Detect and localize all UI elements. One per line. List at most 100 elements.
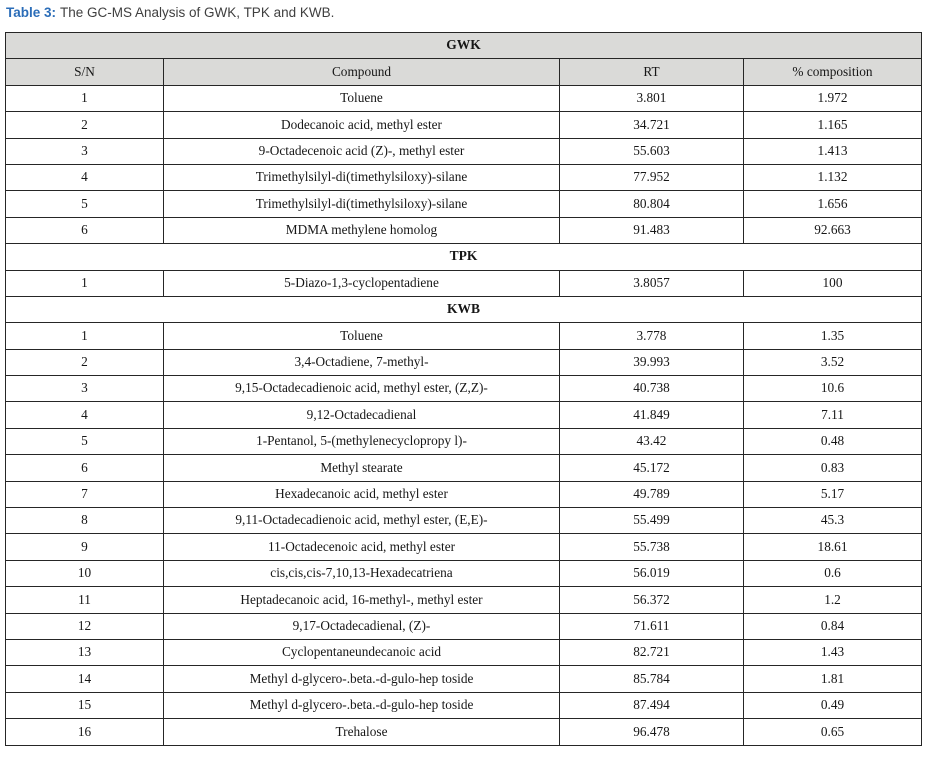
column-header: RT	[559, 58, 744, 86]
table-cell: 0.84	[742, 612, 923, 640]
table-cell: MDMA methylene homolog	[163, 216, 560, 245]
table-cell: 5-Diazo-1,3-cyclopentadiene	[163, 269, 560, 297]
table-cell: 1.656	[742, 190, 923, 218]
table-cell: 40.738	[559, 375, 744, 403]
table-cell: 14	[5, 665, 164, 693]
table-cell: 77.952	[559, 163, 744, 192]
table-row: 9 11-Octadecenoic acid, methyl ester 55.73…	[5, 533, 923, 561]
table-cell: 3.778	[559, 322, 744, 350]
table-cell: 0.48	[742, 427, 923, 456]
table-cell: 3.52	[742, 348, 923, 377]
table-cell: 9,15-Octadecadienoic acid, methyl ester,…	[163, 375, 560, 403]
table-cell: 49.789	[559, 480, 744, 509]
table-cell: Heptadecanoic acid, 16-methyl-, methyl e…	[163, 586, 560, 614]
table-cell: 1.43	[742, 638, 923, 667]
table-row: 6 Methyl stearate 45.172 0.83	[5, 454, 923, 482]
table-row: 1 Toluene 3.778 1.35	[5, 322, 923, 350]
table-cell: 55.603	[559, 137, 744, 165]
table-cell: Trimethylsilyl-di(timethylsiloxy)-silane	[163, 163, 560, 192]
table-cell: 45.172	[559, 454, 744, 482]
table-cell: 1.2	[742, 586, 923, 614]
column-header: S/N	[5, 58, 164, 86]
table-cell: Hexadecanoic acid, methyl ester	[163, 480, 560, 509]
table-cell: 43.42	[559, 427, 744, 456]
section-header-tpk: TPK	[4, 243, 923, 271]
table-cell: 3,4-Octadiene, 7-methyl-	[163, 348, 560, 377]
table-cell: 71.611	[559, 612, 744, 640]
table-cell: 3	[5, 137, 164, 165]
table-cell: Methyl d-glycero-.beta.-d-gulo-hep tosid…	[163, 691, 560, 720]
table-cell: 2	[5, 111, 164, 139]
table-row: 3 9-Octadecenoic acid (Z)-, methyl ester 5…	[5, 137, 923, 165]
table-cell: 8	[5, 507, 164, 535]
table-cell: 9-Octadecenoic acid (Z)-, methyl ester	[163, 137, 560, 165]
table-cell: 1.972	[742, 84, 923, 113]
table-row: 2 Dodecanoic acid, methyl ester 34.721 1.16…	[5, 111, 923, 139]
section-row-tpk: TPK	[4, 243, 923, 271]
table-cell: 9,12-Octadecadienal	[163, 401, 560, 429]
table-cell: 15	[5, 691, 164, 720]
table-row: 10 cis,cis,cis-7,10,13-Hexadecatriena 56.0…	[5, 559, 923, 588]
table-cell: 11-Octadecenoic acid, methyl ester	[163, 533, 560, 561]
table-cell: Trimethylsilyl-di(timethylsiloxy)-silane	[163, 190, 560, 218]
table-cell: 2	[5, 348, 164, 377]
table-cell: 91.483	[559, 216, 744, 245]
table-cell: 1	[5, 322, 164, 350]
column-header-row: S/N Compound RT% composition	[5, 58, 923, 86]
table-cell: cis,cis,cis-7,10,13-Hexadecatriena	[163, 559, 560, 588]
table-row: 8 9,11-Octadecadienoic acid, methyl ester…	[5, 507, 923, 535]
section-header-kwb: KWB	[4, 295, 923, 324]
table-cell: 16	[5, 718, 164, 746]
table-cell: 87.494	[559, 691, 744, 720]
gcms-analysis-table: GWK S/N Compound RT% composition 1 Toluene 3.8…	[4, 31, 923, 746]
table-cell: 1.132	[742, 163, 923, 192]
table-cell: 1.35	[742, 322, 923, 350]
section-row-kwb: KWB	[4, 295, 923, 324]
table-cell: Dodecanoic acid, methyl ester	[163, 111, 560, 139]
table-cell: 1.81	[742, 665, 923, 693]
table-row: 4 Trimethylsilyl-di(timethylsiloxy)-silan…	[5, 163, 923, 192]
table-row: 12 9,17-Octadecadienal, (Z)- 71.611 0.84	[5, 612, 923, 640]
column-header: % composition	[742, 58, 923, 86]
table-row: 3 9,15-Octadecadienoic acid, methyl ester…	[5, 375, 923, 403]
table-cell: Toluene	[163, 322, 560, 350]
table-cell: 3	[5, 375, 164, 403]
table-cell: Methyl stearate	[163, 454, 560, 482]
table-cell: 6	[5, 454, 164, 482]
table-cell: 80.804	[559, 190, 744, 218]
table-row: 2 3,4-Octadiene, 7-methyl- 39.993 3.52	[5, 348, 923, 377]
table-row: 14 Methyl d-glycero-.beta.-d-gulo-hep tos…	[5, 665, 923, 693]
table-cell: 34.721	[559, 111, 744, 139]
table-cell: Trehalose	[163, 718, 560, 746]
table-cell: 11	[5, 586, 164, 614]
table-row: 7 Hexadecanoic acid, methyl ester 49.789 5.…	[5, 480, 923, 509]
table-cell: 85.784	[559, 665, 744, 693]
table-cell: 1.165	[742, 111, 923, 139]
table-row: 1 5-Diazo-1,3-cyclopentadiene 3.8057 100	[5, 269, 923, 297]
table-cell: 3.8057	[559, 269, 744, 297]
table-cell: 12	[5, 612, 164, 640]
table-cell: 6	[5, 216, 164, 245]
table-cell: 0.83	[742, 454, 923, 482]
table-cell: 55.738	[559, 533, 744, 561]
table-cell: 92.663	[742, 216, 923, 245]
table-cell: 0.49	[742, 691, 923, 720]
column-header: Compound	[163, 58, 560, 86]
table-caption-text: The GC-MS Analysis of GWK, TPK and KWB.	[60, 5, 335, 20]
table-row: 15 Methyl d-glycero-.beta.-d-gulo-hep tos…	[5, 691, 923, 720]
table-cell: 5.17	[742, 480, 923, 509]
table-cell: 56.019	[559, 559, 744, 588]
table-cell: 100	[742, 269, 923, 297]
table-cell: 13	[5, 638, 164, 667]
table-row: 1 Toluene 3.801 1.972	[5, 84, 923, 113]
table-cell: 1	[5, 269, 164, 297]
table-cell: 1	[5, 84, 164, 113]
table-cell: 5	[5, 190, 164, 218]
table-cell: 0.6	[742, 559, 923, 588]
table-row: 16 Trehalose 96.478 0.65	[5, 718, 923, 746]
table-cell: 10.6	[742, 375, 923, 403]
table-cell: 7.11	[742, 401, 923, 429]
table-cell: Cyclopentaneundecanoic acid	[163, 638, 560, 667]
table-cell: 9,17-Octadecadienal, (Z)-	[163, 612, 560, 640]
table-cell: 4	[5, 163, 164, 192]
